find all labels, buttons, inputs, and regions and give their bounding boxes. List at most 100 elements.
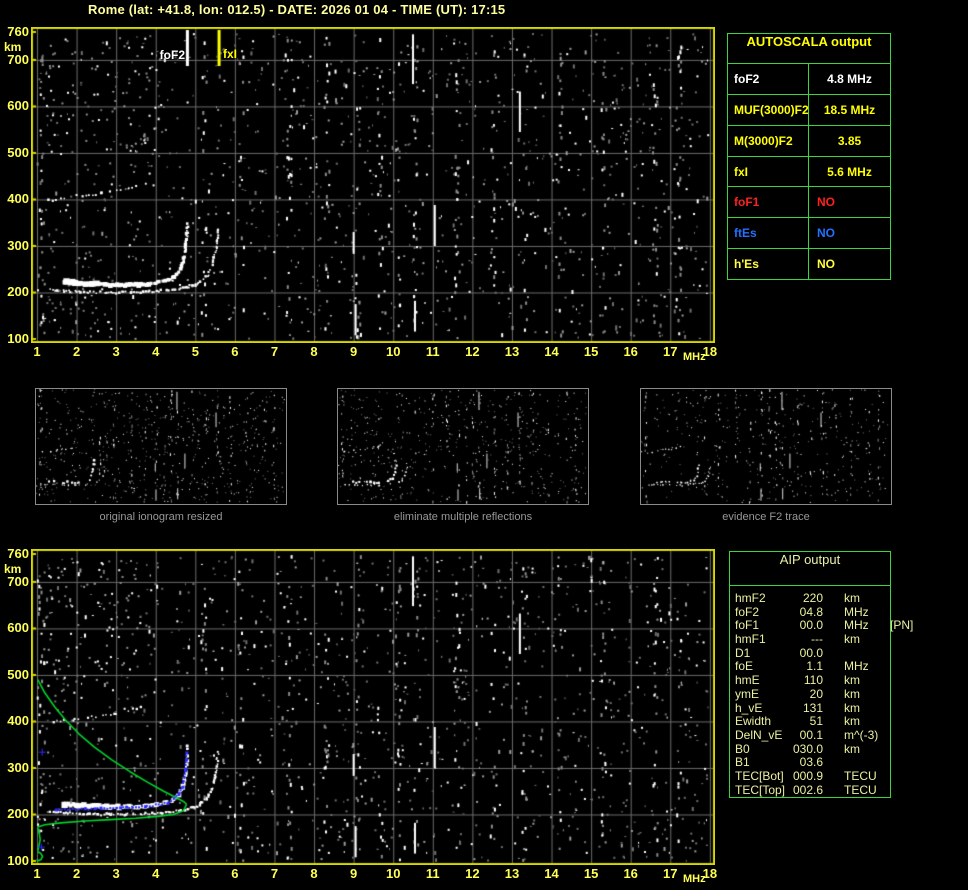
y-tick-label: 760 [7, 24, 29, 39]
x-tick-label: 12 [465, 866, 480, 881]
thumbnail-label-1: original ionogram resized [99, 511, 223, 523]
autoscala-row-foF2: foF2 4.8 MHz [728, 64, 890, 95]
x-tick-label: 16 [623, 866, 638, 881]
y-tick-label: 760 [7, 546, 29, 561]
aip-val: 03.6 [799, 755, 823, 770]
fxI-marker-label: fxI [223, 47, 238, 61]
x-tick-label: 16 [623, 344, 638, 359]
aip-name: hmE [735, 673, 760, 688]
autoscala-param-label: M(3000)F2 [728, 125, 809, 156]
y-tick-label: 600 [7, 620, 29, 636]
aip-name: B1 [735, 755, 750, 770]
aip-name: Ewidth [735, 714, 772, 729]
aip-unit: km [844, 714, 860, 729]
x-tick-label: 5 [191, 866, 199, 881]
x-tick-label: 2 [72, 866, 81, 881]
aip-val: 220 [802, 591, 823, 605]
y-tick-label: 500 [7, 666, 29, 682]
autoscala-param-value: 3.85 [837, 133, 862, 148]
aip-output-table: AIP output hmF2 220 km foF2 04.8 MHz foF1 00.0 M… [729, 551, 913, 798]
aip-unit [844, 755, 890, 769]
x-tick-label: 7 [270, 866, 279, 881]
aip-unit: km [844, 700, 860, 715]
autoscala-param-value: 5.6 MHz [827, 164, 872, 179]
autoscala-row-MUF3000F2: MUF(3000)F2 18.5 MHz [728, 94, 890, 126]
aip-extra: [PN] [890, 618, 914, 633]
x-tick-label: 13 [504, 344, 520, 359]
aip-name: foF1 [735, 618, 760, 633]
autoscala-row-fxI: fxI 5.6 MHz [728, 156, 890, 188]
aip-unit: km [844, 673, 860, 688]
aip-row-TECBot: TEC[Bot] 000.9 TECU [735, 769, 890, 783]
aip-val: 002.6 [792, 782, 823, 797]
aip-name: DelN_vE [735, 727, 783, 742]
thumbnail-original-ionogram [35, 388, 287, 505]
profile-ionogram-canvas [31, 549, 715, 865]
autoscala-row-M3000F2: M(3000)F2 3.85 [728, 125, 890, 157]
thumbnail-label-3: evidence F2 trace [722, 511, 810, 523]
x-tick-label: 8 [310, 344, 318, 359]
aip-row-hvE: h_vE 131 km [735, 701, 890, 715]
aip-unit: TECU [844, 768, 877, 783]
autoscala-table-title: AUTOSCALA output [728, 34, 890, 64]
autoscala-param-label: ftEs [728, 218, 809, 249]
aip-name: ymE [735, 686, 759, 701]
autoscala-param-label: foF1 [728, 187, 809, 218]
aip-val: --- [811, 632, 823, 647]
aip-row-hmF1: hmF1 --- km [735, 632, 890, 646]
x-axis-unit-bottom: MHz [683, 873, 706, 885]
aip-val: 030.0 [792, 741, 823, 756]
aip-val: 00.0 [799, 645, 823, 660]
y-tick-label: 400 [7, 713, 29, 729]
autoscala-table-rows: foF2 4.8 MHz MUF(3000)F2 18.5 MHz M(3000)F2 3… [728, 64, 890, 280]
x-axis-unit-top: MHz [683, 351, 706, 363]
x-tick-label: 1 [33, 344, 41, 359]
autoscala-row-ftEs: ftEs NO [728, 218, 890, 250]
aip-row-DelNvE: DelN_vE 00.1 m^(-3) [735, 728, 890, 742]
x-tick-label: 11 [425, 344, 440, 359]
y-tick-label: 700 [7, 51, 29, 67]
y-tick-label: 600 [7, 98, 29, 114]
aip-unit: m^(-3) [844, 727, 879, 742]
aip-unit: km [844, 632, 860, 647]
aip-val: 51 [809, 714, 823, 729]
autoscala-param-value: NO [817, 226, 835, 241]
x-tick-label: 17 [663, 866, 678, 881]
aip-val: 131 [802, 700, 823, 715]
aip-val: 000.9 [792, 768, 823, 783]
y-tick-label: 300 [7, 759, 29, 775]
aip-unit [844, 646, 890, 660]
aip-unit: TECU [844, 782, 877, 797]
autoscala-param-value: NO [817, 257, 835, 272]
autoscala-output-table: AUTOSCALA output foF2 4.8 MHz MUF(3000)F2 1… [727, 33, 891, 280]
x-tick-label: 15 [583, 344, 599, 359]
y-axis-unit-top: km [4, 40, 22, 54]
autoscala-param-label: h'Es [728, 249, 809, 280]
aip-row-foE: foE 1.1 MHz [735, 659, 890, 673]
x-tick-label: 5 [191, 344, 199, 359]
aip-name: hmF1 [735, 632, 766, 647]
x-tick-label: 18 [702, 866, 718, 881]
x-tick-label: 2 [72, 344, 81, 359]
x-tick-label: 6 [231, 344, 239, 359]
aip-val: 04.8 [799, 604, 823, 619]
aip-val: 00.0 [799, 618, 823, 633]
autoscala-row-foF1: foF1 NO [728, 187, 890, 219]
thumbnail-evidence-f2-trace [640, 388, 892, 505]
x-tick-label: 9 [350, 344, 358, 359]
x-tick-label: 12 [465, 344, 480, 359]
x-tick-label: 18 [702, 344, 718, 359]
x-tick-label: 15 [583, 866, 599, 881]
aip-row-D1: D1 00.0 [735, 646, 890, 660]
autoscala-param-value: 4.8 MHz [827, 71, 872, 86]
autoscala-row-hEs: h'Es NO [728, 249, 890, 280]
autoscala-param-label: fxI [728, 156, 809, 187]
aip-name: h_vE [735, 700, 763, 715]
aip-row-ymE: ymE 20 km [735, 687, 890, 701]
x-tick-label: 13 [504, 866, 520, 881]
autoscala-param-label: foF2 [728, 64, 809, 94]
aip-name: foE [735, 659, 754, 674]
thumbnail-eliminate-reflections [337, 388, 589, 505]
aip-name: TEC[Bot] [735, 768, 784, 783]
